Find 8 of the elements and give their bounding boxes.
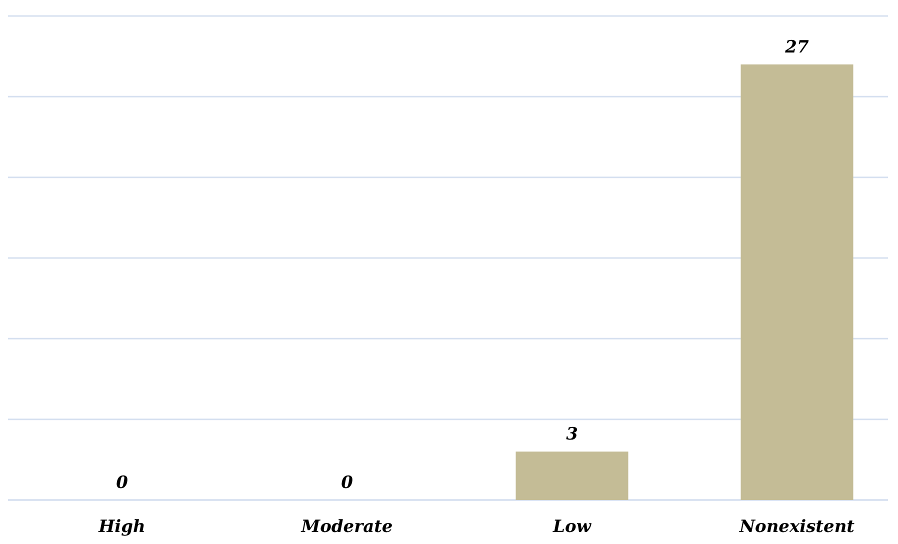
x-tick-label: High <box>98 517 146 537</box>
x-tick-label: Nonexistent <box>738 517 855 537</box>
x-tick-label: Moderate <box>300 517 393 537</box>
x-tick-label: Low <box>552 517 592 537</box>
data-label: 27 <box>784 37 809 58</box>
data-label: 3 <box>566 424 578 445</box>
data-label: 0 <box>116 473 128 493</box>
data-label: 0 <box>341 473 354 493</box>
